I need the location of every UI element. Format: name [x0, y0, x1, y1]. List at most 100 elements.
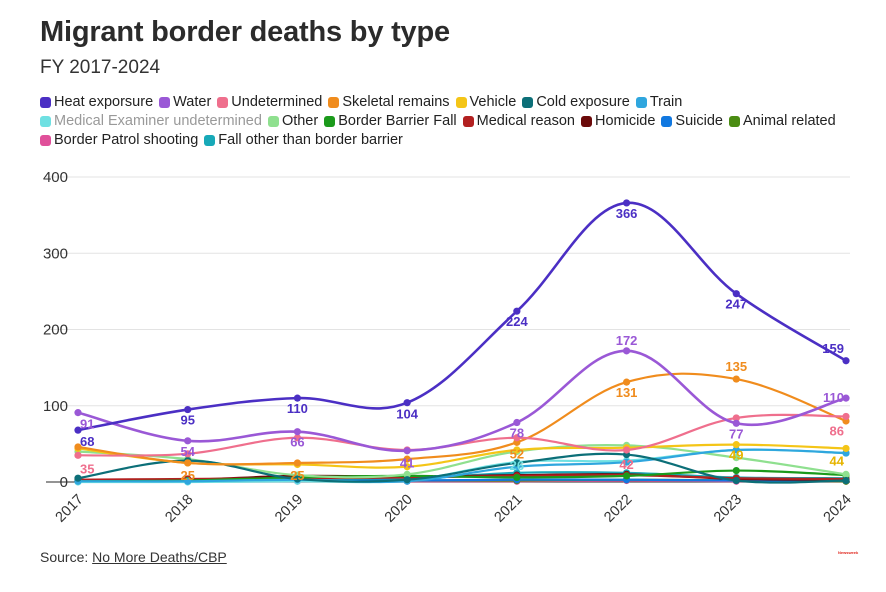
- legend-item[interactable]: Heat exporsure: [40, 94, 153, 111]
- legend-item[interactable]: Medical reason: [462, 113, 575, 130]
- line-chart: 0 100 200 300 400 2017 2018 2019 2020 2021 2022 202…: [43, 169, 855, 526]
- data-point: [403, 470, 411, 478]
- data-point: [293, 434, 302, 442]
- data-point: [732, 419, 740, 427]
- data-point: [732, 414, 740, 422]
- legend-swatch: [328, 97, 340, 108]
- publisher-logo: Newsweek: [838, 550, 859, 555]
- data-point: [732, 466, 740, 475]
- data-label: 86: [830, 423, 844, 438]
- source-prefix: Source:: [40, 549, 93, 565]
- y-tick-label: 200: [43, 322, 68, 339]
- chart-subtitle: FY 2017-2024: [40, 57, 161, 78]
- series-line: [77, 448, 847, 484]
- data-point: [403, 463, 411, 471]
- data-point: [293, 428, 302, 436]
- data-label: 159: [822, 341, 844, 356]
- data-label: 104: [396, 407, 418, 422]
- legend-label: Water: [173, 94, 212, 110]
- x-tick-label: 2021: [492, 492, 526, 526]
- legend-label: Vehicle: [469, 94, 517, 110]
- data-point: [74, 474, 82, 482]
- data-label: 366: [616, 206, 638, 221]
- data-label: 41: [400, 456, 414, 471]
- data-label: 25: [290, 468, 304, 483]
- legend-label: Skeletal remains: [342, 94, 450, 110]
- legend-swatch: [267, 116, 279, 127]
- data-label: 77: [729, 426, 743, 441]
- legend-swatch: [455, 97, 467, 108]
- data-point: [403, 447, 411, 455]
- legend-swatch: [40, 97, 51, 108]
- legend-item[interactable]: Train: [635, 94, 683, 111]
- legend-item[interactable]: Border Barrier Fall: [324, 113, 457, 130]
- series-line: [77, 349, 847, 453]
- data-point: [622, 446, 631, 454]
- y-tick-label: 300: [43, 245, 68, 262]
- legend-item[interactable]: Other: [267, 113, 319, 130]
- data-point: [513, 418, 521, 427]
- data-label: 26: [510, 458, 524, 473]
- legend-label: Animal related: [742, 113, 836, 129]
- data-label: 25: [180, 468, 194, 483]
- x-tick-label: 2020: [382, 492, 416, 526]
- legend-item[interactable]: Cold exposure: [522, 94, 630, 111]
- data-label: 95: [180, 413, 194, 428]
- y-tick-label: 100: [43, 398, 68, 415]
- data-point: [184, 477, 192, 485]
- data-point: [513, 307, 521, 315]
- legend-label: Suicide: [675, 113, 723, 129]
- data-label: 78: [510, 426, 524, 441]
- data-point: [403, 476, 411, 484]
- data-label: 54: [180, 444, 195, 459]
- data-label: 110: [287, 401, 308, 416]
- legend-swatch: [204, 135, 216, 146]
- data-point: [74, 451, 82, 459]
- data-point: [622, 347, 631, 355]
- legend-label: Undetermined: [231, 94, 323, 110]
- x-tick-label: 2018: [162, 492, 196, 526]
- x-tick-label: 2023: [711, 492, 745, 526]
- data-point: [184, 437, 192, 445]
- legend-item[interactable]: Skeletal remains: [328, 94, 450, 111]
- legend-swatch: [462, 116, 474, 127]
- x-tick-label: 2024: [821, 492, 855, 526]
- legend-label: Other: [281, 113, 319, 129]
- data-point: [184, 459, 192, 467]
- data-label: 91: [80, 417, 94, 432]
- series-line: [77, 452, 847, 484]
- data-point: [732, 476, 740, 485]
- data-point: [74, 426, 82, 434]
- data-point: [732, 375, 740, 383]
- data-point: [622, 458, 631, 466]
- legend-item[interactable]: Vehicle: [455, 94, 517, 111]
- legend-item[interactable]: Medical Examiner undetermined: [40, 113, 262, 130]
- data-point: [513, 446, 521, 454]
- data-label: 66: [290, 435, 304, 450]
- data-point: [403, 455, 411, 463]
- x-tick-label: 2022: [601, 492, 635, 526]
- data-label: 224: [506, 314, 528, 329]
- legend-swatch: [159, 97, 171, 108]
- legend-item[interactable]: Suicide: [661, 113, 723, 130]
- data-label: 42: [619, 457, 633, 472]
- legend-item[interactable]: Homicide: [580, 113, 655, 130]
- data-label: 52: [510, 446, 524, 461]
- data-point: [732, 441, 740, 449]
- data-point: [842, 470, 850, 478]
- source-link[interactable]: No More Deaths/CBP: [92, 549, 227, 565]
- data-point: [74, 409, 82, 417]
- legend-label: Train: [649, 94, 683, 110]
- data-label: 110: [823, 390, 844, 405]
- legend-swatch: [217, 97, 229, 108]
- legend-label: Heat exporsure: [54, 94, 154, 110]
- data-point: [622, 378, 631, 386]
- legend-item[interactable]: Water: [159, 94, 211, 111]
- legend-item[interactable]: Undetermined: [217, 94, 322, 111]
- legend-item[interactable]: Animal related: [728, 113, 836, 130]
- legend-item[interactable]: Border Patrol shooting: [40, 132, 198, 149]
- legend-label: Medical Examiner undetermined: [54, 113, 262, 129]
- legend: Heat exporsure Water Undetermined Skeletal …: [40, 94, 870, 149]
- legend-item[interactable]: Fall other than border barrier: [204, 132, 403, 149]
- data-label: 172: [616, 333, 638, 348]
